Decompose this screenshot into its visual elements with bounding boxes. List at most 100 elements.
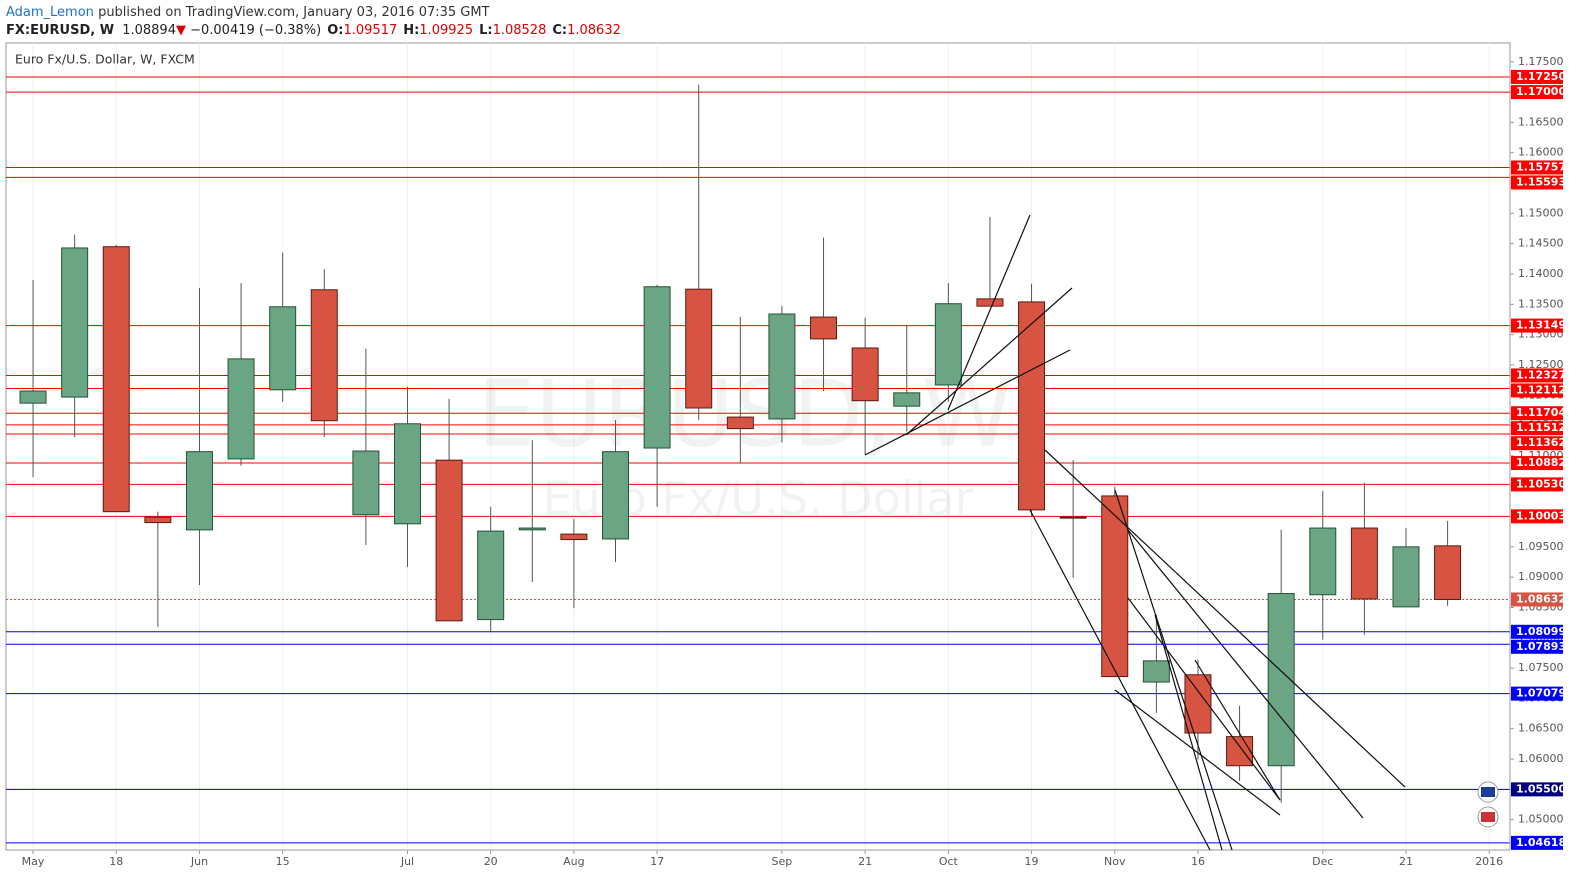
level-label: 1.08099 bbox=[1516, 625, 1566, 638]
ohlc: O:1.09517 H:1.09925 L:1.08528 C:1.08632 bbox=[327, 23, 621, 38]
level-label: 1.11704 bbox=[1516, 406, 1566, 419]
y-tick-label: 1.05000 bbox=[1518, 813, 1564, 826]
level-label-box bbox=[1511, 436, 1563, 451]
candle-body bbox=[1309, 527, 1337, 596]
x-tick-label: 19 bbox=[1025, 855, 1039, 868]
level-label-box bbox=[1511, 686, 1563, 701]
candle-body bbox=[726, 416, 754, 430]
candle-body bbox=[602, 451, 630, 540]
levels bbox=[6, 76, 1510, 844]
level-label: 1.12112 bbox=[1516, 383, 1566, 396]
candle-body bbox=[893, 392, 921, 407]
x-tick-label: 20 bbox=[484, 855, 498, 868]
level-label: 1.04618 bbox=[1516, 836, 1566, 849]
level-label: 1.07079 bbox=[1516, 687, 1566, 700]
candle-body bbox=[934, 303, 962, 386]
candle-body bbox=[310, 289, 338, 422]
candle-body bbox=[61, 247, 89, 398]
trend-line bbox=[1114, 489, 1233, 851]
y-tick-label: 1.06000 bbox=[1518, 752, 1564, 765]
y-tick-label: 1.14500 bbox=[1518, 237, 1564, 250]
x-tick-label: 2016 bbox=[1475, 855, 1503, 868]
trend-line bbox=[947, 214, 1031, 411]
trend-line bbox=[905, 287, 1073, 436]
level-label-box bbox=[1511, 383, 1563, 398]
x-tick-label: Nov bbox=[1104, 855, 1126, 868]
level-label-box bbox=[1511, 406, 1563, 421]
x-tick-label: 17 bbox=[650, 855, 664, 868]
x-axis: May 18 Jun 15 Jul 20 Aug 17 Sep 21 Oct 19 Nov 16 Dec 21… bbox=[22, 850, 1503, 868]
x-tick-label: Sep bbox=[772, 855, 793, 868]
level-label: 1.11362 bbox=[1516, 436, 1566, 449]
candle-body bbox=[1018, 301, 1046, 511]
candle-body bbox=[851, 347, 879, 402]
ohlc-key: O: bbox=[327, 23, 343, 38]
candle-body bbox=[269, 306, 297, 391]
level-label: 1.15757 bbox=[1516, 160, 1566, 173]
x-tick-label: 15 bbox=[276, 855, 290, 868]
x-tick-label: Dec bbox=[1312, 855, 1333, 868]
y-tick-label: 1.12500 bbox=[1518, 358, 1564, 371]
candle-body bbox=[144, 516, 172, 524]
candle-body bbox=[643, 286, 671, 449]
level-label: 1.15593 bbox=[1516, 175, 1566, 188]
level-label-box bbox=[1511, 477, 1563, 492]
candle-body bbox=[1392, 546, 1420, 608]
level-label-box bbox=[1511, 509, 1563, 524]
level-label-box bbox=[1511, 69, 1563, 84]
trend-line bbox=[1127, 529, 1364, 819]
ohlc-value: 1.09517 bbox=[343, 23, 397, 38]
level-label: 1.10003 bbox=[1516, 509, 1566, 522]
y-tick-label: 1.17500 bbox=[1518, 55, 1564, 68]
y-tick-label: 1.16500 bbox=[1518, 115, 1564, 128]
x-tick-label: Jun bbox=[190, 855, 208, 868]
ohlc-key: C: bbox=[552, 23, 567, 38]
level-label: 1.11512 bbox=[1516, 421, 1566, 434]
ohlc-key: L: bbox=[479, 23, 492, 38]
level-label-box bbox=[1511, 835, 1563, 850]
header-line2: FX:EURUSD, W 1.08894▼ −0.00419 (−0.38%) O… bbox=[6, 23, 621, 38]
trend-line bbox=[1194, 659, 1281, 801]
y-tick-label: 1.14000 bbox=[1518, 267, 1564, 280]
header-line1: Adam_Lemon published on TradingView.com,… bbox=[6, 5, 490, 20]
y-tick-label: 1.16000 bbox=[1518, 146, 1564, 159]
candle-body bbox=[1267, 593, 1295, 767]
symbol: FX:EURUSD, W bbox=[6, 23, 114, 38]
arrow: ▼ bbox=[176, 23, 186, 38]
level-label: 1.05500 bbox=[1516, 782, 1566, 795]
last: 1.08894 bbox=[122, 23, 176, 38]
y-tick-label: 1.06500 bbox=[1518, 722, 1564, 735]
eu-flag bbox=[1481, 787, 1495, 797]
y-tick-label: 1.13500 bbox=[1518, 297, 1564, 310]
candles bbox=[19, 84, 1462, 803]
level-label: 1.17000 bbox=[1516, 85, 1566, 98]
candle-body bbox=[1434, 545, 1462, 600]
trend-line bbox=[1127, 597, 1281, 801]
level-label-box bbox=[1511, 318, 1563, 333]
trend-line bbox=[1044, 449, 1406, 788]
author[interactable]: Adam_Lemon bbox=[6, 5, 94, 20]
published: published on TradingView.com, January 03… bbox=[98, 5, 490, 20]
trend-lines bbox=[864, 214, 1406, 851]
x-tick-label: Aug bbox=[563, 855, 584, 868]
candle-body bbox=[518, 527, 546, 531]
candle-body bbox=[976, 298, 1004, 307]
x-tick-label: 16 bbox=[1191, 855, 1205, 868]
level-label-box bbox=[1511, 592, 1563, 607]
trend-line bbox=[1154, 614, 1223, 851]
y-tick-label: 1.07500 bbox=[1518, 661, 1564, 674]
level-label-box bbox=[1511, 639, 1563, 654]
candle-body bbox=[1101, 495, 1129, 678]
level-label-box bbox=[1511, 175, 1563, 190]
candle-body bbox=[1350, 527, 1378, 600]
level-label-box bbox=[1511, 456, 1563, 471]
y-tick-label: 1.15000 bbox=[1518, 206, 1564, 219]
candle-body bbox=[685, 288, 713, 409]
candle-body bbox=[19, 390, 47, 404]
level-label: 1.08632 bbox=[1516, 592, 1566, 605]
legend-title: Euro Fx/U.S. Dollar, W, FXCM bbox=[15, 52, 195, 67]
candle-body bbox=[560, 533, 588, 541]
watermark: EURUSD, W bbox=[477, 360, 1012, 467]
y-tick-label: 1.09500 bbox=[1518, 540, 1564, 553]
